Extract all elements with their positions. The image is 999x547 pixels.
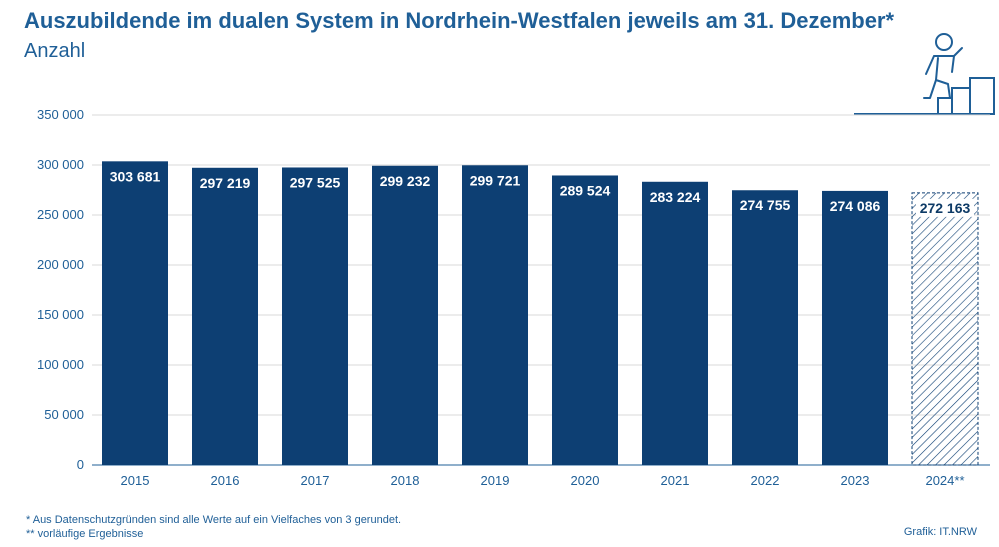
bar-2015 bbox=[102, 161, 168, 465]
bar-value-label: 289 524 bbox=[560, 182, 611, 198]
bar-2017 bbox=[282, 167, 348, 465]
bars: 303 681 297 219 297 525 299 232 299 721 289 5… bbox=[102, 161, 979, 466]
bar-2021 bbox=[642, 181, 708, 465]
chart-title: Auszubildende im dualen System in Nordrh… bbox=[24, 8, 895, 33]
bar-value-label: 297 219 bbox=[200, 175, 251, 191]
footnote-rounding: * Aus Datenschutzgründen sind alle Werte… bbox=[26, 514, 402, 526]
y-tick-label: 250 000 bbox=[37, 207, 84, 222]
x-tick-label: 2021 bbox=[661, 473, 690, 488]
x-tick-label: 2019 bbox=[481, 473, 510, 488]
x-axis-ticks: 2015 2016 2017 2018 2019 2020 2021 2022 2023 2024… bbox=[121, 473, 965, 488]
graphic-credit: Grafik: IT.NRW bbox=[903, 526, 977, 538]
bar-value-label-background bbox=[916, 198, 974, 217]
bar-2019 bbox=[462, 165, 528, 466]
bar-value-label: 283 224 bbox=[650, 189, 701, 205]
y-tick-label: 50 000 bbox=[44, 407, 84, 422]
chart-subtitle: Anzahl bbox=[24, 40, 86, 62]
bar-2023 bbox=[822, 190, 888, 465]
y-tick-label: 350 000 bbox=[37, 107, 84, 122]
x-tick-label: 2015 bbox=[121, 473, 150, 488]
person-climbing-stairs-icon bbox=[852, 28, 998, 125]
bar-value-label: 303 681 bbox=[110, 168, 161, 184]
x-tick-label: 2016 bbox=[211, 473, 240, 488]
bar-2022 bbox=[732, 190, 798, 465]
x-tick-label: 2023 bbox=[841, 473, 870, 488]
bar-2020 bbox=[552, 175, 618, 465]
bar-value-label: 274 755 bbox=[740, 197, 791, 213]
x-tick-label: 2018 bbox=[391, 473, 420, 488]
y-tick-label: 100 000 bbox=[37, 357, 84, 372]
bar-value-label: 299 232 bbox=[380, 173, 431, 189]
x-tick-label: 2022 bbox=[751, 473, 780, 488]
y-tick-label: 300 000 bbox=[37, 157, 84, 172]
bar-value-label: 274 086 bbox=[830, 198, 881, 214]
bar-2018 bbox=[372, 165, 438, 465]
y-tick-label: 150 000 bbox=[37, 307, 84, 322]
bar-2024 bbox=[911, 192, 979, 466]
x-tick-label: 2017 bbox=[301, 473, 330, 488]
bar-2016 bbox=[192, 167, 258, 465]
bar-value-label: 272 163 bbox=[920, 200, 971, 216]
x-tick-label: 2020 bbox=[571, 473, 600, 488]
bar-value-label: 297 525 bbox=[290, 174, 341, 190]
bar-value-label: 299 721 bbox=[470, 172, 521, 188]
x-tick-label: 2024** bbox=[925, 473, 964, 488]
y-tick-label: 0 bbox=[77, 457, 84, 472]
y-tick-label: 200 000 bbox=[37, 257, 84, 272]
y-axis-ticks: 0 50 000 100 000 150 000 200 000 250 000 300 0… bbox=[37, 107, 84, 472]
footnote-provisional: ** vorläufige Ergebnisse bbox=[26, 528, 144, 540]
